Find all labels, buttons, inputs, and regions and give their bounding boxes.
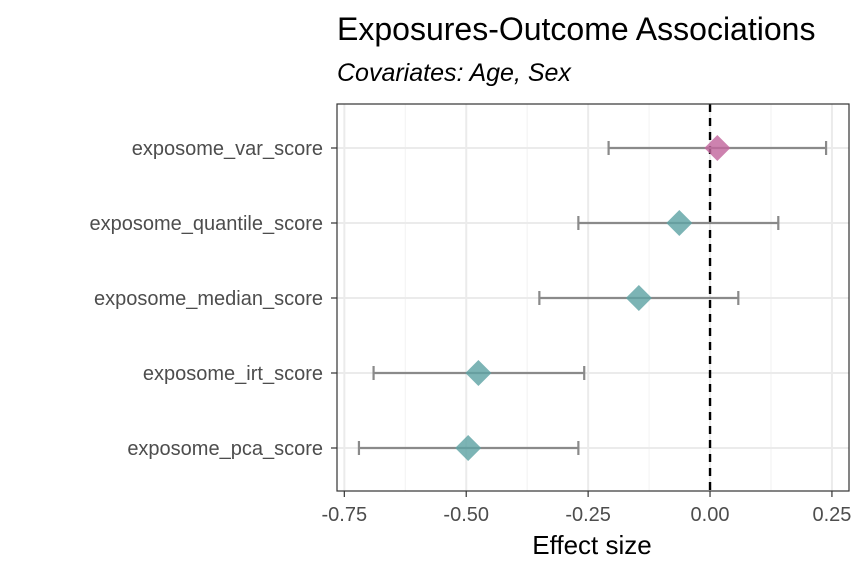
x-tick-label: 0.25 [812,504,851,526]
point-estimate [666,210,693,236]
y-tick-label: exposome_median_score [94,288,323,310]
y-axis: exposome_var_score exposome_quantile_scor… [90,138,337,460]
y-tick-label: exposome_pca_score [127,438,323,460]
y-tick-label: exposome_var_score [132,138,323,160]
point-estimates [455,135,731,461]
x-tick-label: -0.75 [322,504,368,526]
point-estimate [455,435,482,461]
x-tick-label: -0.25 [565,504,611,526]
chart-title: Exposures-Outcome Associations [337,11,815,47]
point-estimate [465,360,492,386]
point-estimate [625,285,652,311]
chart-subtitle: Covariates: Age, Sex [337,59,572,87]
y-tick-label: exposome_quantile_score [90,213,324,235]
grid-lines [337,104,849,491]
x-tick-label: 0.00 [691,504,730,526]
y-tick-label: exposome_irt_score [143,363,323,385]
x-axis-label: Effect size [532,530,651,560]
point-estimate [704,135,731,161]
x-axis: -0.75 -0.50 -0.25 0.00 0.25 [322,491,851,526]
x-tick-label: -0.50 [443,504,489,526]
